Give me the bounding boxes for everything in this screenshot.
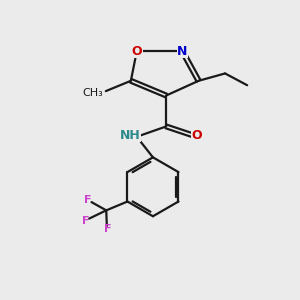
Text: N: N: [177, 45, 188, 58]
Text: CH₃: CH₃: [82, 88, 103, 98]
Text: O: O: [192, 129, 203, 142]
Text: F: F: [82, 216, 89, 226]
Text: F: F: [104, 224, 112, 235]
Text: NH: NH: [120, 129, 141, 142]
Text: F: F: [84, 195, 92, 205]
Text: O: O: [131, 45, 142, 58]
